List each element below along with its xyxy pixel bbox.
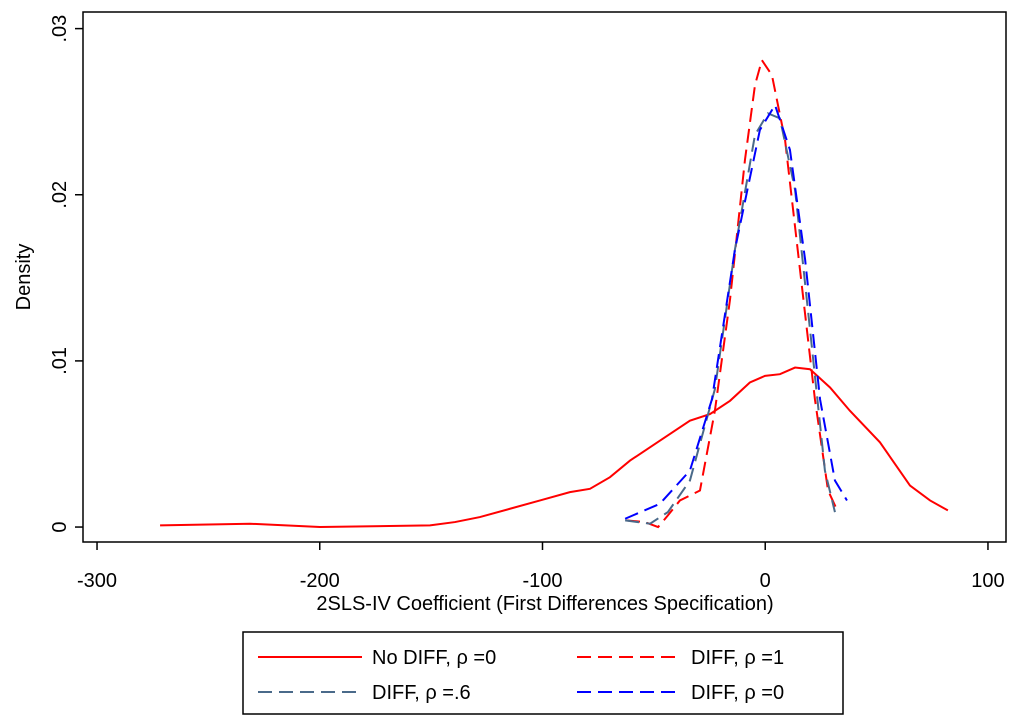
y-tick-label: 0	[49, 521, 71, 532]
x-tick-label: -200	[300, 570, 340, 592]
plot-frame	[82, 11, 1007, 543]
y-axis-label: Density	[13, 244, 35, 311]
legend-label: DIFF, ρ =0	[691, 682, 784, 704]
legend-label: DIFF, ρ =1	[691, 647, 784, 669]
legend-box	[242, 631, 844, 715]
density-line	[625, 57, 839, 529]
x-tick-label: -100	[522, 570, 562, 592]
density-line	[624, 102, 848, 520]
x-axis-label: 2SLS-IV Coefficient (First Differences S…	[316, 593, 773, 615]
y-tick-label: .03	[49, 15, 71, 43]
legend-label: No DIFF, ρ =0	[372, 647, 496, 669]
y-tick-label: .02	[49, 181, 71, 209]
x-tick-label: -300	[77, 570, 117, 592]
y-tick-label: .01	[49, 347, 71, 375]
legend-label: DIFF, ρ =.6	[372, 682, 471, 704]
x-tick-label: 0	[760, 570, 771, 592]
density-line	[160, 366, 949, 529]
density-line	[624, 112, 836, 525]
x-tick-label: 100	[971, 570, 1004, 592]
